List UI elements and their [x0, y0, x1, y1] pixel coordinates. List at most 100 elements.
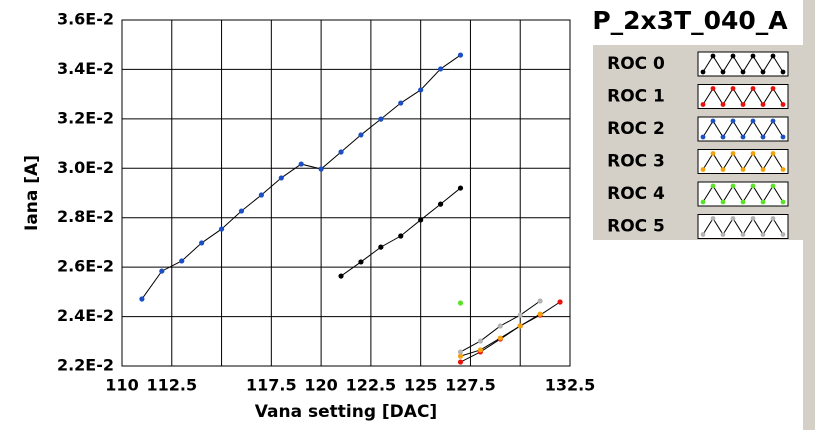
- x-tick-label: 120: [304, 376, 337, 395]
- legend-dot: [770, 216, 776, 221]
- data-point: [537, 311, 543, 317]
- legend-dot: [740, 134, 746, 140]
- data-point: [238, 208, 245, 214]
- x-tick-label: 112.5: [146, 376, 197, 395]
- legend-dot: [770, 183, 776, 189]
- legend-dot: [770, 86, 776, 91]
- data-point: [199, 240, 205, 246]
- legend-dot: [720, 232, 726, 237]
- legend-label: ROC 4: [607, 184, 665, 204]
- legend-dot: [730, 86, 736, 91]
- legend-dot: [730, 216, 736, 221]
- data-point: [437, 201, 444, 207]
- legend-dot: [780, 134, 786, 140]
- legend-dot: [780, 232, 786, 237]
- x-tick-label: 122.5: [346, 376, 397, 395]
- legend-dot: [750, 86, 756, 91]
- legend-label: ROC 1: [607, 87, 665, 107]
- data-point: [517, 312, 523, 318]
- legend-dot: [720, 199, 726, 205]
- y-tick-label: 3.4E-2: [57, 59, 114, 78]
- data-point: [517, 323, 523, 329]
- legend-dot: [730, 118, 736, 124]
- legend-dot: [750, 183, 756, 189]
- legend-dot: [750, 151, 756, 156]
- x-axis-label: Vana setting [DAC]: [255, 402, 437, 422]
- data-point: [218, 226, 225, 232]
- legend-dot: [730, 183, 736, 189]
- x-tick-label: 127.5: [445, 376, 496, 395]
- legend-dot: [760, 102, 766, 107]
- legend-dot: [770, 53, 776, 59]
- data-point: [457, 300, 464, 306]
- legend-dot: [750, 118, 756, 124]
- legend-dot: [780, 69, 786, 75]
- y-tick-label: 2.2E-2: [57, 356, 114, 375]
- data-point: [457, 185, 464, 191]
- legend-label: ROC 2: [607, 119, 665, 139]
- legend-label: ROC 5: [607, 217, 665, 237]
- legend-dot: [750, 216, 756, 221]
- y-axis-label: Iana [A]: [22, 155, 42, 231]
- legend-dot: [780, 167, 786, 172]
- plot-area: [121, 19, 571, 367]
- legend-dot: [710, 183, 716, 189]
- data-point: [258, 192, 264, 198]
- legend-dot: [730, 53, 736, 59]
- data-point: [418, 217, 424, 223]
- legend-dot: [780, 102, 786, 107]
- legend-dot: [730, 151, 736, 156]
- legend-dot: [700, 199, 706, 205]
- data-point: [358, 132, 364, 138]
- data-point: [378, 244, 384, 250]
- data-point: [278, 175, 284, 181]
- legend-dot: [700, 69, 706, 75]
- legend-dot: [700, 232, 706, 237]
- legend-dot: [720, 134, 726, 140]
- x-tick-label: 125: [404, 376, 437, 395]
- y-tick-label: 2.6E-2: [57, 257, 114, 276]
- legend-dot: [740, 232, 746, 237]
- legend-dot: [760, 199, 766, 205]
- legend-dot: [700, 167, 706, 172]
- data-point: [477, 338, 483, 344]
- data-point: [457, 353, 464, 359]
- x-tick-label: 132.5: [545, 376, 596, 395]
- data-point: [457, 359, 464, 365]
- legend-dot: [740, 199, 746, 205]
- legend-dot: [710, 86, 716, 91]
- data-point: [139, 296, 145, 302]
- legend-dot: [780, 199, 786, 205]
- data-point: [497, 335, 503, 341]
- data-point: [338, 149, 344, 155]
- legend-dot: [740, 167, 746, 172]
- data-point: [318, 166, 324, 172]
- y-tick-label: 2.8E-2: [57, 207, 114, 226]
- legend-dot: [760, 134, 766, 140]
- x-tick-label: 110: [105, 376, 138, 395]
- legend-label: ROC 3: [607, 152, 665, 172]
- legend-panel: [593, 45, 803, 240]
- data-point: [358, 259, 364, 265]
- chart-title: P_2x3T_040_A: [592, 6, 788, 35]
- data-point: [338, 273, 344, 279]
- data-point: [497, 323, 503, 329]
- x-tick-label: 117.5: [246, 376, 297, 395]
- legend-dot: [720, 102, 726, 107]
- legend-dot: [740, 69, 746, 75]
- y-tick-label: 3.6E-2: [57, 10, 114, 29]
- legend-dot: [740, 102, 746, 107]
- y-tick-label: 3.2E-2: [57, 108, 114, 127]
- y-tick-label: 2.4E-2: [57, 306, 114, 325]
- data-point: [378, 116, 384, 122]
- data-point: [159, 268, 165, 274]
- legend-label: ROC 0: [607, 54, 665, 74]
- data-point: [477, 347, 483, 353]
- y-tick-label: 3.0E-2: [57, 158, 114, 177]
- data-point: [398, 100, 404, 106]
- legend-dot: [770, 151, 776, 156]
- legend-dot: [720, 167, 726, 172]
- side-strip: [803, 0, 815, 430]
- legend-dot: [720, 69, 726, 75]
